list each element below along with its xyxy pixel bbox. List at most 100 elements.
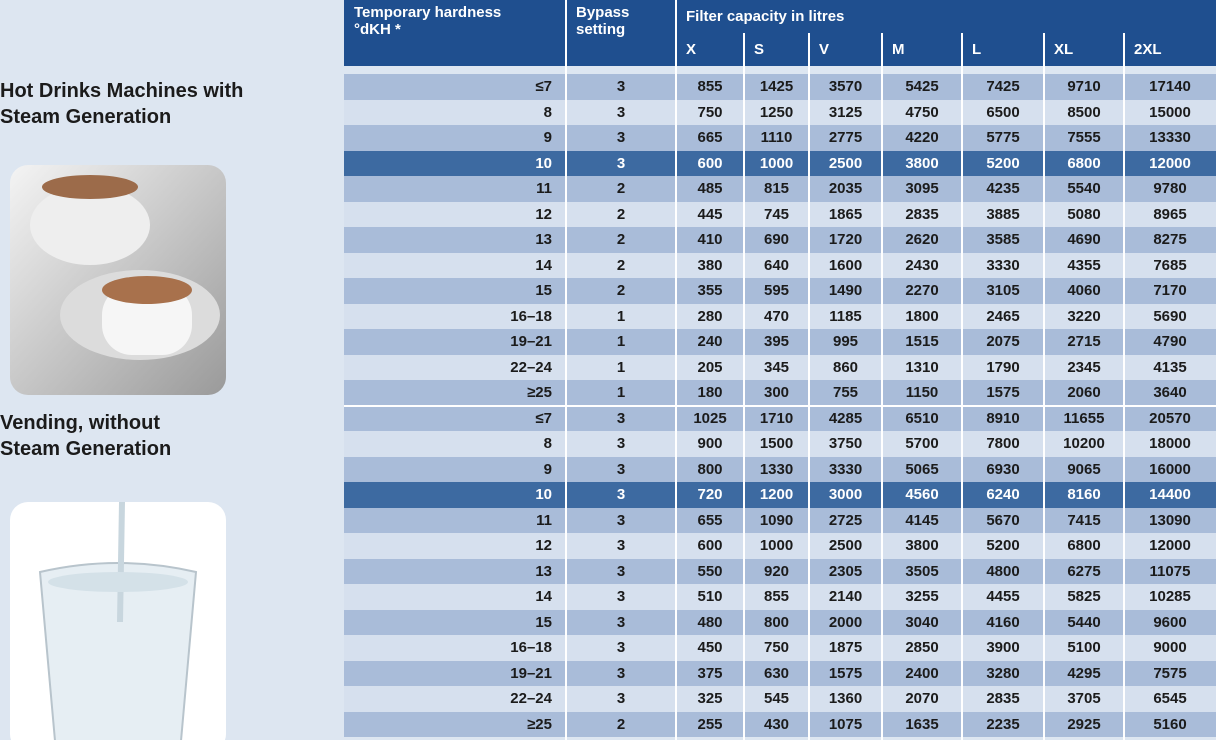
capacity-cell: 17140 — [1124, 74, 1216, 100]
capacity-cell: 800 — [676, 457, 744, 483]
capacity-cell: 4295 — [1044, 661, 1124, 687]
capacity-cell: 1025 — [676, 406, 744, 432]
capacity-cell: 2850 — [882, 635, 962, 661]
hardness-cell: ≤7 — [344, 74, 566, 100]
capacity-cell: 3505 — [882, 559, 962, 585]
capacity-cell: 6275 — [1044, 559, 1124, 585]
bypass-cell: 3 — [566, 686, 676, 712]
capacity-cell: 11655 — [1044, 406, 1124, 432]
capacity-cell: 7685 — [1124, 253, 1216, 279]
hardness-cell: 11 — [344, 508, 566, 534]
capacity-cell: 3280 — [962, 661, 1044, 687]
capacity-cell: 860 — [809, 355, 882, 381]
capacity-cell: 2070 — [882, 686, 962, 712]
capacity-cell: 5100 — [1044, 635, 1124, 661]
bypass-header-line: Bypass — [576, 4, 629, 21]
group-label-line: Steam Generation — [0, 104, 320, 130]
capacity-cell: 4690 — [1044, 227, 1124, 253]
capacity-cell: 6545 — [1124, 686, 1216, 712]
capacity-cell: 2430 — [882, 253, 962, 279]
size-header: XL — [1044, 33, 1124, 66]
capacity-cell: 755 — [809, 380, 882, 406]
group-label-line: Vending, without — [0, 410, 320, 436]
capacity-cell: 6240 — [962, 482, 1044, 508]
bypass-cell: 3 — [566, 635, 676, 661]
hardness-header-line: Temporary hardness — [354, 4, 501, 21]
capacity-cell: 4455 — [962, 584, 1044, 610]
capacity-cell: 18000 — [1124, 431, 1216, 457]
group-label-line: Steam Generation — [0, 436, 320, 462]
capacity-cell: 6930 — [962, 457, 1044, 483]
capacity-cell: 280 — [676, 304, 744, 330]
capacity-cell: 2035 — [809, 176, 882, 202]
size-header: M — [882, 33, 962, 66]
capacity-cell: 8160 — [1044, 482, 1124, 508]
size-header: S — [744, 33, 809, 66]
capacity-cell: 2500 — [809, 151, 882, 177]
hardness-cell: 13 — [344, 227, 566, 253]
capacity-cell: 2775 — [809, 125, 882, 151]
hardness-cell: 10 — [344, 482, 566, 508]
capacity-cell: 9000 — [1124, 635, 1216, 661]
capacity-cell: 630 — [744, 661, 809, 687]
capacity-cell: 6500 — [962, 100, 1044, 126]
capacity-cell: 5080 — [1044, 202, 1124, 228]
hardness-cell: 15 — [344, 610, 566, 636]
hardness-cell: 22–24 — [344, 355, 566, 381]
capacity-cell: 750 — [676, 100, 744, 126]
capacity-cell: 7575 — [1124, 661, 1216, 687]
page: Temporary hardness°dKH *BypasssettingFil… — [0, 0, 1216, 740]
hardness-header: Temporary hardness°dKH * — [344, 0, 566, 66]
capacity-cell: 1000 — [744, 533, 809, 559]
capacity-cell: 2060 — [1044, 380, 1124, 406]
bypass-cell: 3 — [566, 100, 676, 126]
column-separator — [961, 33, 963, 740]
capacity-cell: 3885 — [962, 202, 1044, 228]
bypass-cell: 1 — [566, 304, 676, 330]
capacity-cell: 2925 — [1044, 712, 1124, 738]
capacity-cell: 1800 — [882, 304, 962, 330]
bypass-cell: 3 — [566, 610, 676, 636]
bypass-cell: 2 — [566, 253, 676, 279]
capacity-cell: 2715 — [1044, 329, 1124, 355]
capacity-cell: 3330 — [962, 253, 1044, 279]
water-glass-image — [10, 502, 226, 740]
hardness-cell: 12 — [344, 202, 566, 228]
capacity-cell: 3705 — [1044, 686, 1124, 712]
bypass-cell: 1 — [566, 329, 676, 355]
capacity-cell: 1200 — [744, 482, 809, 508]
capacity-cell: 4800 — [962, 559, 1044, 585]
hardness-cell: 15 — [344, 278, 566, 304]
bypass-cell: 3 — [566, 406, 676, 432]
hardness-cell: 10 — [344, 151, 566, 177]
capacity-cell: 1185 — [809, 304, 882, 330]
capacity-cell: 1575 — [962, 380, 1044, 406]
capacity-cell: 12000 — [1124, 151, 1216, 177]
capacity-cell: 1790 — [962, 355, 1044, 381]
capacity-cell: 450 — [676, 635, 744, 661]
capacity-cell: 3800 — [882, 151, 962, 177]
capacity-cell: 2140 — [809, 584, 882, 610]
capacity-cell: 8500 — [1044, 100, 1124, 126]
capacity-cell: 410 — [676, 227, 744, 253]
capacity-cell: 815 — [744, 176, 809, 202]
hardness-cell: 12 — [344, 533, 566, 559]
capacity-cell: 4790 — [1124, 329, 1216, 355]
capacity-cell: 12000 — [1124, 533, 1216, 559]
hardness-cell: 8 — [344, 100, 566, 126]
capacity-cell: 255 — [676, 712, 744, 738]
capacity-cell: 4750 — [882, 100, 962, 126]
size-header: X — [676, 33, 744, 66]
hardness-cell: 13 — [344, 559, 566, 585]
capacity-cell: 2270 — [882, 278, 962, 304]
size-header: V — [809, 33, 882, 66]
bypass-cell: 1 — [566, 380, 676, 406]
bypass-cell: 3 — [566, 482, 676, 508]
capacity-cell: 2000 — [809, 610, 882, 636]
capacity-cell: 855 — [676, 74, 744, 100]
capacity-cell: 2500 — [809, 533, 882, 559]
capacity-cell: 855 — [744, 584, 809, 610]
capacity-cell: 9780 — [1124, 176, 1216, 202]
bypass-cell: 2 — [566, 227, 676, 253]
capacity-cell: 375 — [676, 661, 744, 687]
